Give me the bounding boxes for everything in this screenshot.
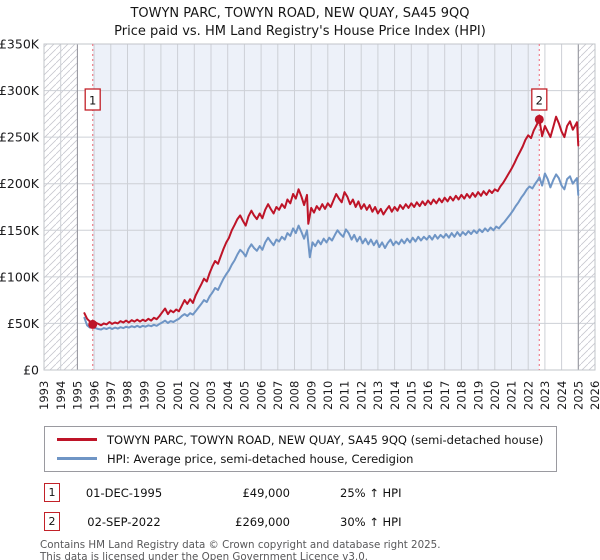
x-tick-label: 2005 <box>238 381 252 410</box>
x-tick-label: 2001 <box>171 381 185 410</box>
legend-item-property: TOWYN PARC, TOWYN ROAD, NEW QUAY, SA45 9… <box>51 430 550 449</box>
sale-marker-box <box>84 88 101 111</box>
x-tick-label: 2006 <box>254 381 268 410</box>
transaction-row: 2 02-SEP-2022 £269,000 30% ↑ HPI <box>44 507 600 536</box>
x-tick-label: 2000 <box>154 381 168 410</box>
footer: Contains HM Land Registry data © Crown c… <box>40 539 600 560</box>
legend: TOWYN PARC, TOWYN ROAD, NEW QUAY, SA45 9… <box>44 426 557 472</box>
transaction-price: £49,000 <box>242 485 290 500</box>
x-tick-label: 2018 <box>455 381 469 410</box>
chart-title-line2: Price paid vs. HM Land Registry's House … <box>114 24 486 39</box>
transaction-marker: 2 <box>44 512 60 531</box>
sale-point-dot <box>534 114 544 124</box>
x-tick-label: 2015 <box>405 381 419 410</box>
x-tick-label: 2019 <box>471 381 485 410</box>
x-tick-label: 1996 <box>87 381 101 410</box>
x-tick-label: 2003 <box>204 381 218 410</box>
transaction-row: 1 01-DEC-1995 £49,000 25% ↑ HPI <box>44 478 600 507</box>
x-tick-label: 1994 <box>54 381 68 410</box>
sale-marker-label: 2 <box>536 94 543 108</box>
transaction-hpi-delta: 25% ↑ HPI <box>340 485 402 500</box>
x-tick-label: 2012 <box>354 381 368 410</box>
x-tick-label: 2023 <box>538 381 552 410</box>
x-tick-label: 2020 <box>488 381 502 410</box>
legend-line-swatch-hpi <box>57 457 97 460</box>
x-tick-label: 2004 <box>221 381 235 410</box>
price-chart: TOWYN PARC, TOWYN ROAD, NEW QUAY, SA45 9… <box>0 6 600 410</box>
x-tick-label: 2014 <box>388 381 402 410</box>
x-tick-label: 2026 <box>588 381 600 410</box>
transaction-marker: 1 <box>44 483 60 502</box>
chart-title-line1: TOWYN PARC, TOWYN ROAD, NEW QUAY, SA45 9… <box>129 6 469 21</box>
legend-line-swatch-property <box>57 438 97 441</box>
x-tick-label: 2025 <box>572 381 586 410</box>
y-tick-label: £250K <box>0 130 40 145</box>
no-data-hatch <box>578 44 595 370</box>
series-line-property <box>83 115 580 327</box>
x-tick-label: 2009 <box>304 381 318 410</box>
x-tick-label: 2021 <box>505 381 519 410</box>
y-tick-label: £50K <box>7 316 40 331</box>
x-tick-label: 1998 <box>121 381 135 410</box>
y-tick-label: £200K <box>0 176 40 191</box>
transaction-price: £269,000 <box>235 514 290 529</box>
y-tick-label: £150K <box>0 223 40 238</box>
footer-licence: This data is licensed under the Open Gov… <box>40 550 369 560</box>
plot-border <box>43 43 596 371</box>
x-tick-label: 2010 <box>321 381 335 410</box>
y-tick-label: £100K <box>0 269 40 284</box>
x-tick-label: 2007 <box>271 381 285 410</box>
sale-marker-label: 1 <box>89 94 96 108</box>
x-tick-label: 2011 <box>338 381 352 410</box>
x-tick-label: 2017 <box>438 381 452 410</box>
x-tick-label: 2013 <box>371 381 385 410</box>
x-tick-label: 1997 <box>104 381 118 410</box>
transactions-list: 1 01-DEC-1995 £49,000 25% ↑ HPI 2 02-SEP… <box>44 478 600 536</box>
x-tick-label: 2002 <box>188 381 202 410</box>
x-tick-label: 1999 <box>137 381 151 410</box>
x-tick-label: 2016 <box>421 381 435 410</box>
y-tick-label: £350K <box>0 37 40 52</box>
transaction-date: 02-SEP-2022 <box>87 514 161 529</box>
legend-label-hpi: HPI: Average price, semi-detached house,… <box>107 451 414 466</box>
transaction-hpi-delta: 30% ↑ HPI <box>340 514 402 529</box>
x-tick-label: 2008 <box>288 381 302 410</box>
x-tick-label: 2022 <box>521 381 535 410</box>
sale-point-dot <box>88 319 98 329</box>
sale-marker-box <box>531 88 548 111</box>
legend-label-property: TOWYN PARC, TOWYN ROAD, NEW QUAY, SA45 9… <box>107 432 544 447</box>
y-tick-label: £0 <box>23 363 39 378</box>
y-tick-label: £300K <box>0 83 40 98</box>
series-line-hpi <box>83 172 580 331</box>
transaction-date: 01-DEC-1995 <box>85 485 163 500</box>
footer-copyright: Contains HM Land Registry data © Crown c… <box>40 539 441 551</box>
legend-item-hpi: HPI: Average price, semi-detached house,… <box>51 449 550 468</box>
x-tick-label: 1995 <box>71 381 85 410</box>
x-tick-label: 2024 <box>555 381 569 410</box>
x-tick-label: 1993 <box>37 381 51 410</box>
